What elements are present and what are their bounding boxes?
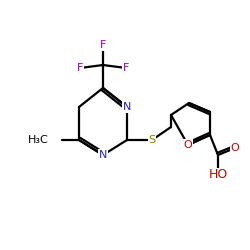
Text: S: S — [148, 135, 156, 145]
Text: O: O — [230, 143, 239, 153]
Text: N: N — [123, 102, 131, 112]
Text: H₃C: H₃C — [28, 135, 48, 145]
Text: F: F — [100, 40, 106, 50]
Text: F: F — [123, 63, 129, 73]
Text: F: F — [77, 63, 83, 73]
Text: N: N — [99, 150, 107, 160]
Text: O: O — [184, 140, 192, 150]
Text: HO: HO — [208, 168, 228, 181]
